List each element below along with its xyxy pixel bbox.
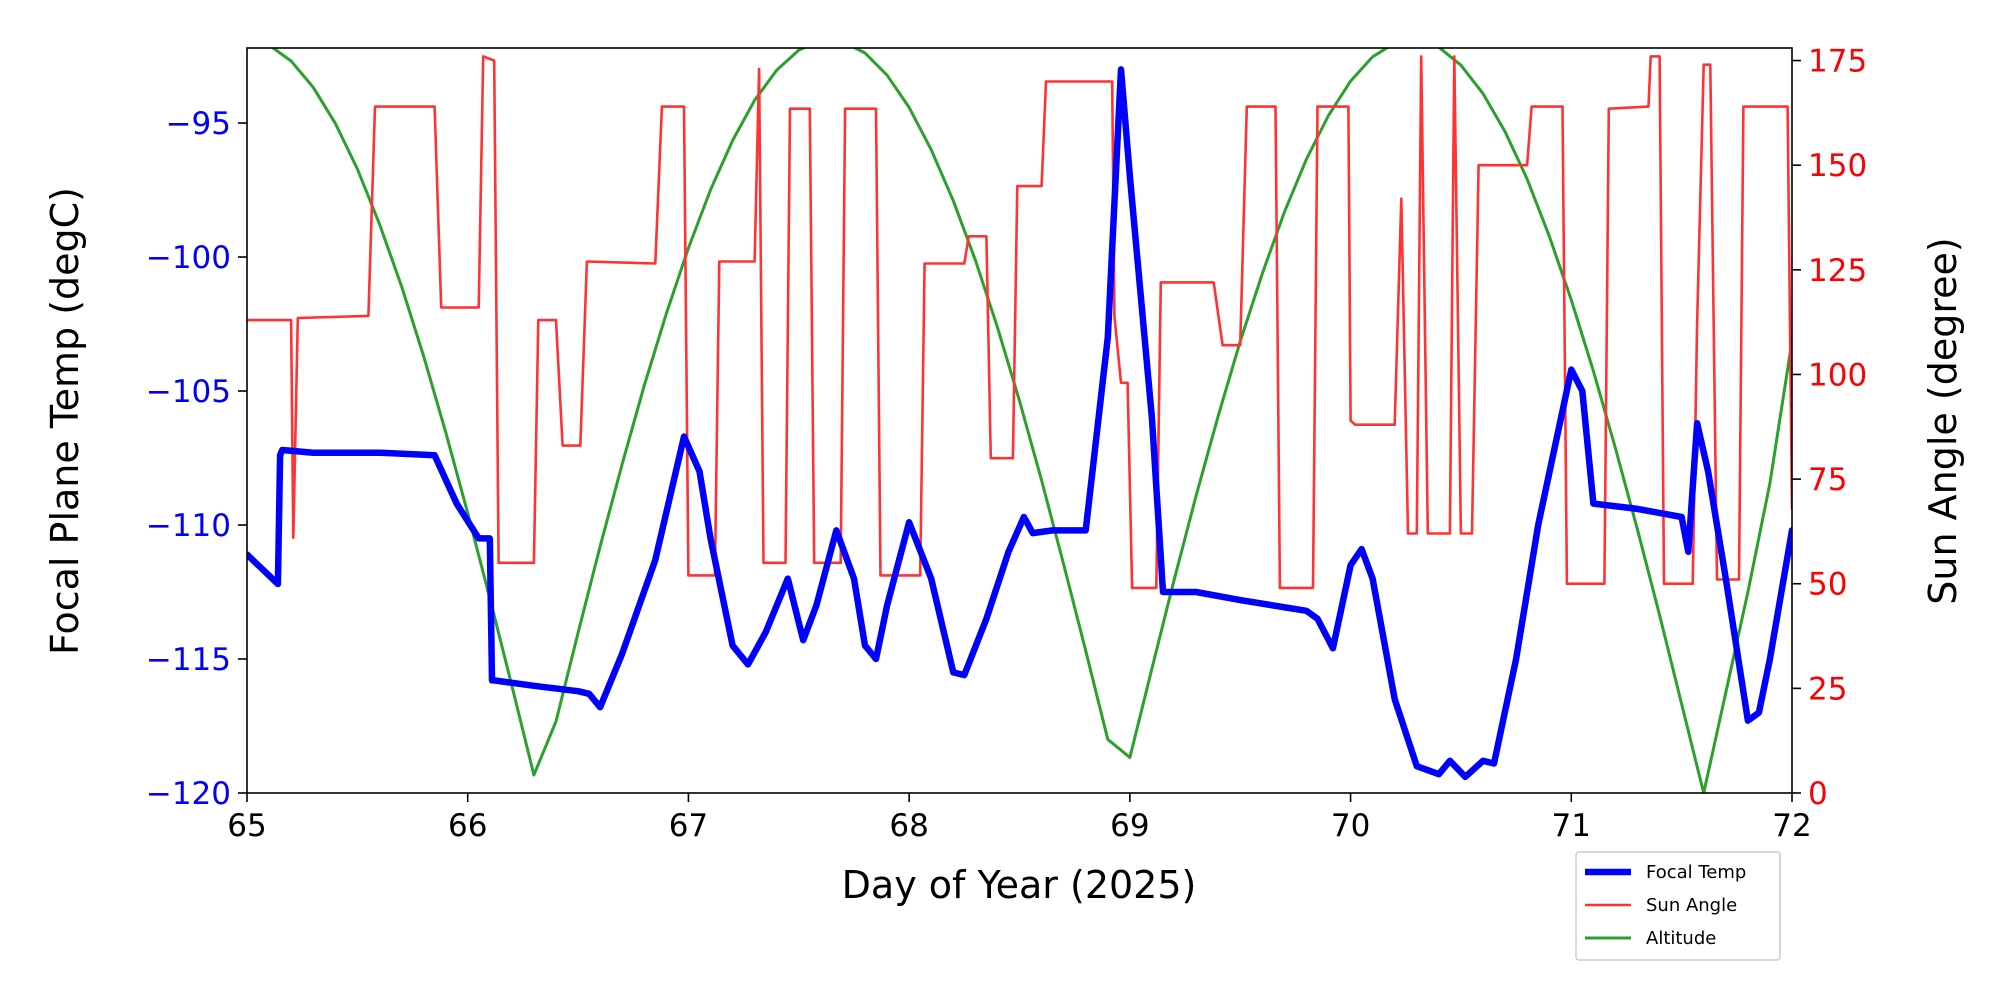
left-y-axis: −95 −100 −105 −110 −115 −120 xyxy=(146,106,247,812)
right-y-axis-label: Sun Angle (degree) xyxy=(1921,237,1965,604)
left-y-tick-label: −100 xyxy=(146,240,231,276)
x-axis-label: Day of Year (2025) xyxy=(842,863,1197,907)
x-tick-label: 72 xyxy=(1772,808,1811,844)
focal-temp-line xyxy=(247,66,1792,781)
right-y-tick-label: 50 xyxy=(1808,567,1847,603)
left-y-axis-label: Focal Plane Temp (degC) xyxy=(43,187,87,655)
right-y-axis: 0 25 50 75 100 125 150 175 xyxy=(1792,44,1867,812)
x-tick-label: 65 xyxy=(227,808,266,844)
left-y-tick-label: −110 xyxy=(146,508,231,544)
series-layer xyxy=(247,48,1792,793)
sun-angle-line xyxy=(247,55,1792,590)
altitude-line xyxy=(270,48,1792,793)
right-y-tick-label: 150 xyxy=(1808,148,1867,184)
left-y-tick-label: −95 xyxy=(166,106,231,142)
left-y-tick-label: −115 xyxy=(146,642,231,678)
right-y-tick-label: 0 xyxy=(1808,776,1828,812)
legend-label-sun-angle: Sun Angle xyxy=(1646,895,1737,916)
x-tick-label: 66 xyxy=(448,808,487,844)
x-tick-label: 70 xyxy=(1331,808,1370,844)
plot-frame xyxy=(246,47,1793,794)
x-tick-label: 68 xyxy=(889,808,928,844)
right-y-tick-label: 100 xyxy=(1808,357,1867,393)
right-y-tick-label: 25 xyxy=(1808,671,1847,707)
x-tick-label: 69 xyxy=(1110,808,1149,844)
right-y-tick-label: 75 xyxy=(1808,462,1847,498)
left-y-tick-label: −105 xyxy=(146,374,231,410)
legend: Focal Temp Sun Angle Altitude xyxy=(1575,851,1781,961)
legend-label-altitude: Altitude xyxy=(1646,928,1716,949)
x-tick-label: 67 xyxy=(669,808,708,844)
x-tick-label: 71 xyxy=(1552,808,1591,844)
x-axis: 65 66 67 68 69 70 71 72 xyxy=(227,793,1812,844)
right-y-tick-label: 175 xyxy=(1808,44,1867,80)
legend-box xyxy=(1575,851,1781,961)
left-y-tick-label: −120 xyxy=(146,776,231,812)
right-y-tick-label: 125 xyxy=(1808,253,1867,289)
legend-label-focal-temp: Focal Temp xyxy=(1646,862,1746,883)
